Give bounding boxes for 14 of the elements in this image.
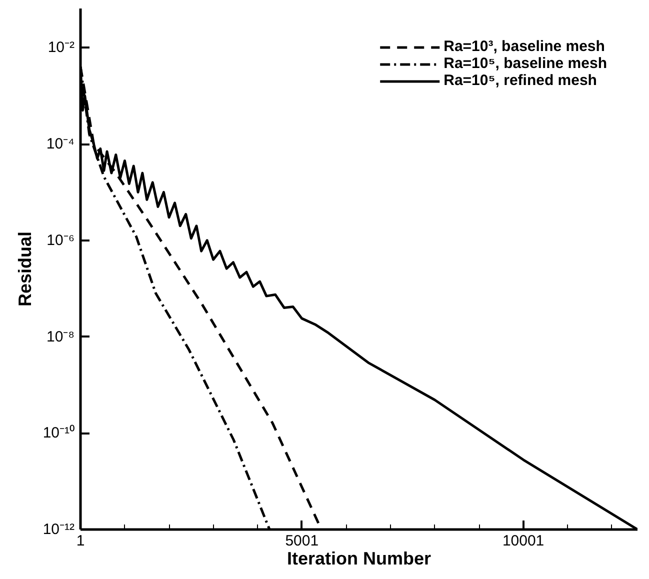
y-tick-label: 10⁻¹² — [42, 521, 75, 538]
legend-label: Ra=10³, baseline mesh — [444, 38, 605, 55]
y-axis-title: Residual — [14, 231, 35, 307]
x-tick-label: 1 — [76, 532, 85, 550]
legend-label: Ra=10⁵, baseline mesh — [444, 55, 607, 72]
y-tick-label: 10⁻¹⁰ — [42, 424, 75, 442]
y-tick-label: 10⁻⁴ — [46, 136, 75, 153]
y-tick-label: 10⁻⁶ — [46, 232, 74, 249]
y-tick-label: 10⁻² — [48, 39, 75, 56]
x-axis-title: Iteration Number — [286, 548, 432, 568]
x-tick-label: 10001 — [502, 532, 544, 550]
legend-label: Ra=10⁵, refined mesh — [444, 72, 597, 89]
x-tick-label: 5001 — [285, 532, 319, 550]
y-tick-label: 10⁻⁸ — [46, 328, 75, 346]
